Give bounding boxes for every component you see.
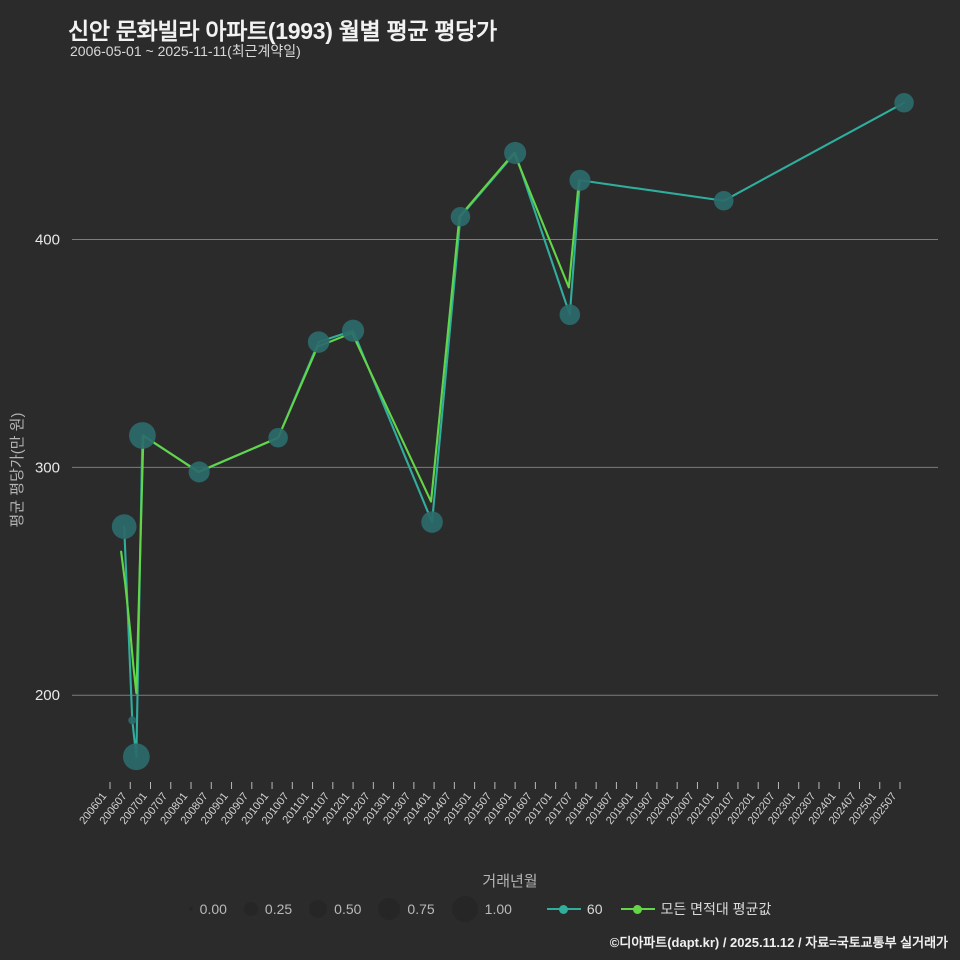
data-bubble[interactable] bbox=[307, 331, 330, 353]
series-line-sixty bbox=[123, 101, 906, 758]
y-tick-label: 200 bbox=[35, 687, 60, 704]
footer-credit: ©디아파트(dapt.kr) / 2025.11.12 / 자료=국토교통부 실… bbox=[609, 935, 948, 950]
data-bubble[interactable] bbox=[450, 206, 471, 227]
legend-series-label: 60 bbox=[586, 901, 603, 917]
legend-series-swatch bbox=[620, 903, 655, 915]
legend-size-label: 1.00 bbox=[484, 901, 512, 917]
data-bubble[interactable] bbox=[128, 716, 137, 725]
chart-legend: 0.00 0.25 0.50 0.75 1.00 60 모든 면적대 평균값 bbox=[0, 893, 960, 925]
legend-size-label: 0.25 bbox=[264, 901, 293, 917]
page-subtitle: 2006-05-01 ~ 2025-11-11(최근계약일) bbox=[70, 43, 301, 59]
legend-size-item: 0.00 bbox=[188, 901, 227, 917]
data-bubble[interactable] bbox=[714, 191, 734, 211]
legend-size-dot bbox=[378, 898, 401, 920]
legend-size-item: 0.50 bbox=[309, 900, 361, 918]
legend-size-item: 0.75 bbox=[378, 898, 435, 920]
legend-series-swatch bbox=[546, 903, 581, 915]
data-bubble[interactable] bbox=[129, 422, 156, 449]
data-bubble[interactable] bbox=[569, 169, 591, 191]
data-bubble[interactable] bbox=[122, 743, 150, 771]
x-axis-title: 거래년월 bbox=[482, 873, 537, 890]
series-bubbles bbox=[111, 93, 914, 771]
data-bubble[interactable] bbox=[421, 511, 443, 533]
data-bubble[interactable] bbox=[268, 427, 288, 448]
legend-series-item[interactable]: 모든 면적대 평균값 bbox=[620, 899, 772, 919]
gridlines bbox=[72, 239, 938, 696]
data-bubble[interactable] bbox=[111, 514, 137, 539]
legend-size-item: 1.00 bbox=[451, 896, 512, 922]
legend-size-label: 0.50 bbox=[334, 901, 362, 917]
legend-row: 0.00 0.25 0.50 0.75 1.00 60 모든 면적대 평균값 bbox=[0, 893, 960, 925]
legend-size-label: 0.75 bbox=[407, 901, 435, 917]
series-line-average bbox=[120, 151, 580, 695]
legend-size-dot bbox=[243, 902, 258, 916]
x-axis-ticks: 2006012006072007012007072008012008072009… bbox=[77, 782, 901, 827]
y-tick-label: 400 bbox=[35, 232, 60, 249]
data-bubble[interactable] bbox=[894, 93, 914, 113]
legend-size-label: 0.00 bbox=[199, 901, 227, 917]
series-lines bbox=[120, 101, 906, 758]
y-tick-label: 300 bbox=[35, 459, 60, 476]
y-axis-ticks: 200 300 400 bbox=[35, 232, 60, 705]
data-bubble[interactable] bbox=[188, 461, 210, 483]
y-axis-title: 평균 평당가(만 원) bbox=[9, 413, 26, 528]
data-bubble[interactable] bbox=[559, 304, 581, 325]
data-bubble[interactable] bbox=[504, 141, 527, 164]
legend-series-item[interactable]: 60 bbox=[546, 901, 603, 917]
legend-size-dot bbox=[188, 907, 193, 911]
legend-size-dot bbox=[309, 900, 328, 918]
legend-series-label: 모든 면적대 평균값 bbox=[660, 901, 772, 917]
legend-size-dot bbox=[451, 896, 478, 922]
data-bubble[interactable] bbox=[342, 319, 365, 342]
legend-size-item: 0.25 bbox=[243, 901, 293, 917]
page-title: 신안 문화빌라 아파트(1993) 월별 평균 평당가 bbox=[68, 18, 497, 44]
